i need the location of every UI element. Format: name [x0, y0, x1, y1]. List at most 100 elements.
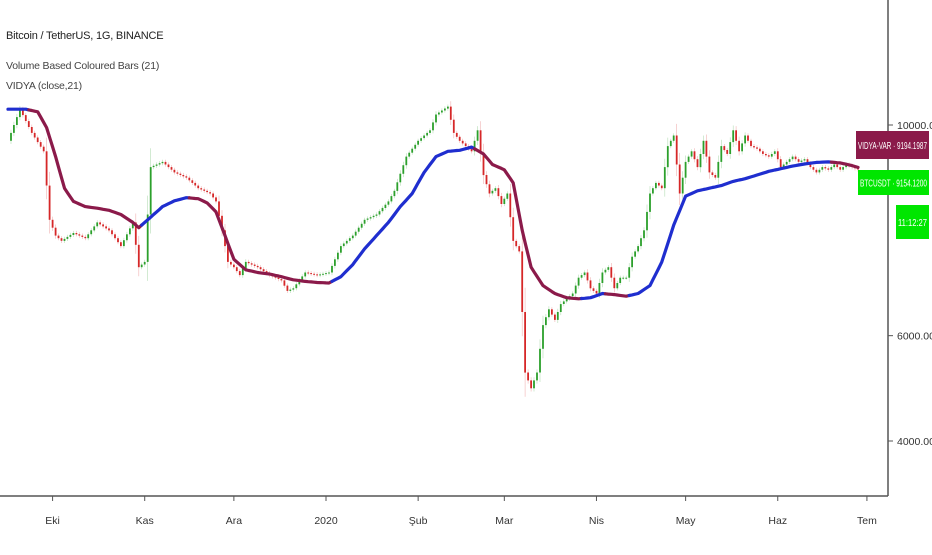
- price-bar-up: [345, 240, 348, 244]
- price-tag-label: VIDYA-VAR · 9194.1987: [858, 140, 927, 152]
- price-bar-down: [658, 182, 660, 186]
- price-bar-up: [152, 165, 155, 168]
- price-bar-up: [634, 251, 636, 257]
- price-bar-down: [461, 140, 464, 144]
- price-bar-up: [390, 196, 393, 202]
- price-bar-down: [253, 264, 256, 266]
- price-bar-up: [405, 156, 408, 166]
- price-bar-up: [720, 146, 723, 162]
- price-bar-down: [274, 276, 277, 278]
- price-bar-up: [655, 182, 657, 189]
- price-bar-up: [149, 167, 152, 215]
- indicator-legend-volume-bars[interactable]: Volume Based Coloured Bars (21): [6, 60, 160, 72]
- price-bar-down: [586, 272, 589, 281]
- price-tags: VIDYA-VAR · 9194.1987 BTCUSDT · 9154.1200…: [856, 131, 929, 239]
- price-bar-up: [476, 130, 479, 141]
- price-bar-up: [607, 267, 610, 270]
- price-bar-up: [319, 274, 321, 276]
- price-bar-up: [366, 218, 369, 220]
- vidya-line-segment: [603, 292, 631, 298]
- price-bar-down: [48, 185, 51, 220]
- price-bar-down: [164, 161, 167, 165]
- price-bar-down: [51, 219, 54, 228]
- price-bar-down: [108, 228, 110, 231]
- symbol-legend[interactable]: Bitcoin / TetherUS, 1G, BINANCE: [6, 30, 164, 42]
- price-bar-down: [479, 130, 482, 153]
- price-bar-down: [310, 273, 312, 275]
- price-bar-down: [256, 265, 259, 268]
- price-bar-up: [556, 312, 559, 320]
- price-bar-up: [417, 140, 419, 145]
- price-tag-label: BTCUSDT · 9154.1200: [860, 178, 927, 190]
- price-bar-up: [643, 230, 645, 239]
- price-bar-up: [357, 227, 360, 232]
- price-bar-up: [393, 190, 396, 197]
- price-bar-down: [137, 244, 140, 268]
- price-bar-up: [295, 284, 298, 289]
- price-bar-down: [809, 163, 812, 168]
- price-bar-down: [230, 261, 232, 265]
- price-bar-down: [678, 164, 681, 194]
- price-bar-up: [372, 215, 375, 218]
- price-bar-down: [117, 238, 119, 243]
- x-tick-label: Eki: [45, 515, 60, 527]
- price-bar-up: [414, 144, 417, 149]
- x-tick-label: Şub: [409, 515, 428, 527]
- price-bar-down: [449, 106, 452, 120]
- price-bar-up: [782, 164, 785, 168]
- price-bar-down: [738, 140, 740, 152]
- x-tick-label: Tem: [857, 515, 877, 527]
- price-bar-up: [646, 211, 648, 231]
- price-bar-up: [791, 156, 794, 160]
- price-bar-down: [595, 290, 598, 294]
- price-bar-up: [19, 109, 21, 118]
- price-bar-down: [167, 164, 170, 168]
- price-bar-up: [604, 269, 607, 273]
- price-bar-down: [497, 188, 500, 197]
- price-bar-down: [705, 140, 708, 157]
- price-bar-up: [161, 161, 164, 164]
- price-bar-down: [500, 196, 503, 204]
- price-bar-up: [16, 117, 18, 125]
- indicator-legend-vidya[interactable]: VIDYA (close,21): [6, 80, 82, 92]
- price-bar-up: [687, 156, 690, 162]
- price-bar-up: [577, 277, 580, 286]
- price-bar-down: [693, 151, 696, 160]
- price-bar-down: [794, 156, 797, 160]
- price-bar-up: [744, 135, 746, 144]
- price-bar-up: [833, 164, 836, 168]
- price-bar-up: [542, 325, 544, 349]
- price-bar-up: [378, 211, 381, 215]
- price-bar-up: [503, 198, 506, 204]
- price-bar-down: [134, 222, 137, 245]
- price-bar-down: [762, 151, 764, 154]
- x-tick-label: May: [676, 515, 697, 527]
- price-bar-up: [432, 122, 434, 131]
- price-bar-down: [33, 132, 36, 138]
- price-bar-up: [244, 261, 247, 269]
- price-bar-down: [530, 380, 532, 389]
- vidya-line-segment: [6, 107, 31, 112]
- price-bar-up: [331, 265, 333, 273]
- vidya-line-segment: [27, 108, 144, 230]
- price-bar-up: [690, 151, 693, 157]
- price-bar-down: [307, 272, 310, 274]
- price-bar-down: [776, 151, 779, 160]
- price-bar-up: [140, 264, 143, 268]
- price-bar-down: [188, 177, 191, 181]
- price-bar-down: [259, 267, 262, 270]
- price-bar-up: [699, 154, 702, 168]
- price-bar-down: [22, 109, 24, 116]
- price-bar-down: [221, 215, 223, 231]
- price-bar-down: [836, 164, 839, 168]
- price-bar-up: [93, 226, 96, 231]
- price-bar-up: [69, 234, 72, 237]
- price-bar-down: [191, 180, 194, 183]
- vidya-line-segment: [187, 196, 334, 285]
- price-bar-down: [806, 159, 809, 164]
- price-bar-down: [824, 167, 827, 169]
- price-bar-up: [473, 140, 476, 152]
- price-bar-up: [785, 161, 788, 165]
